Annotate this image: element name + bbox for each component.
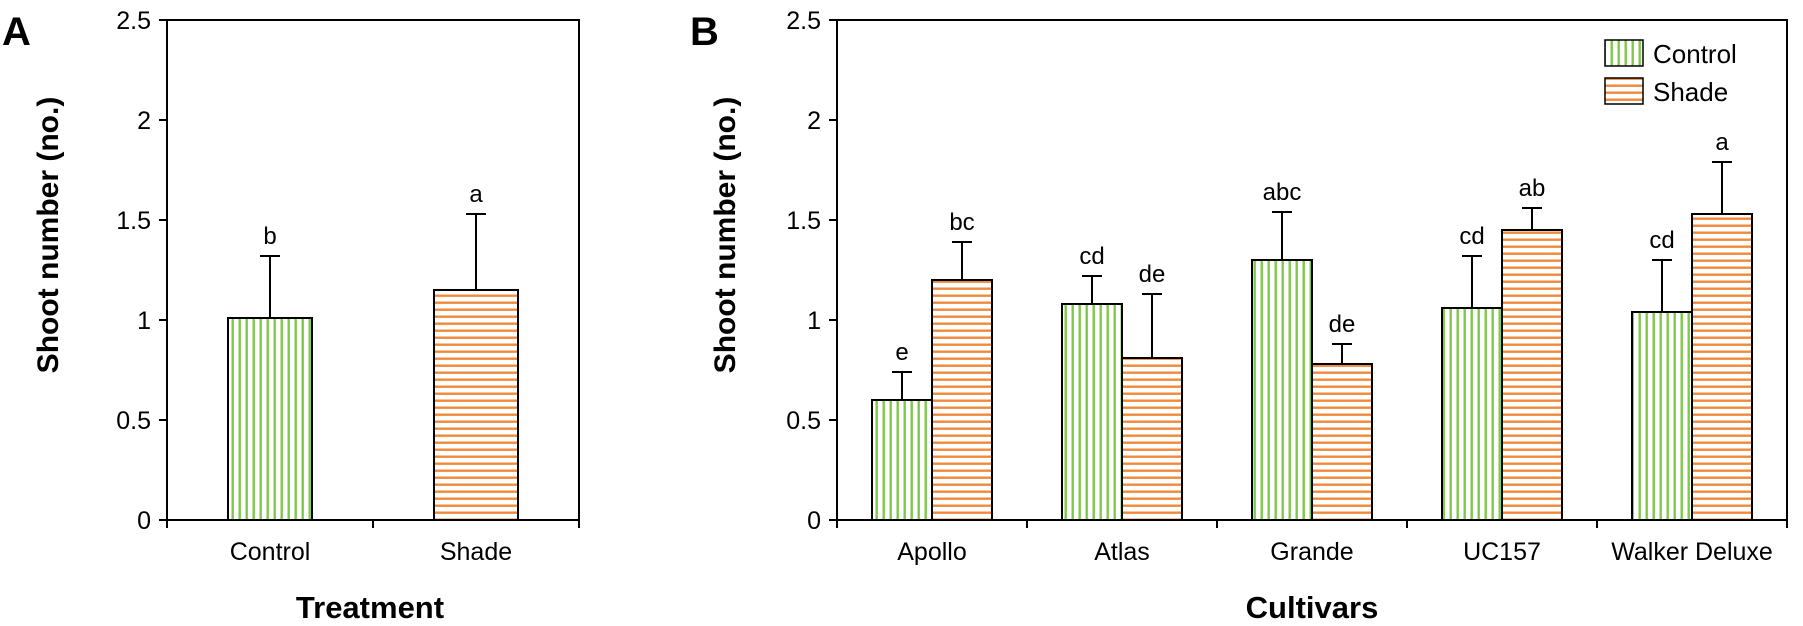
y-tick-label: 0 — [807, 507, 821, 535]
panel-b-legend: Control Shade — [1604, 39, 1737, 107]
panel-b-y-axis-label: Shoot number (no.) — [709, 97, 742, 374]
significance-letter: b — [263, 223, 276, 250]
panel-b-plot-frame — [836, 19, 1788, 521]
significance-letter: cd — [1649, 227, 1674, 254]
significance-letter: a — [1715, 129, 1729, 156]
panel-a-letter: A — [2, 10, 31, 54]
y-tick-label: 2.5 — [786, 7, 821, 35]
y-tick-label: 2 — [137, 107, 151, 135]
y-tick-label: 1.5 — [116, 207, 151, 235]
bar-shade — [1311, 363, 1373, 521]
significance-letter: de — [1329, 311, 1356, 338]
y-tick-label: 0.5 — [786, 407, 821, 435]
panel-b-bars: e cd abc cd cd bc de de ab a — [871, 129, 1753, 521]
bar-control — [871, 399, 933, 521]
legend-swatch-shade — [1604, 77, 1644, 105]
y-tick-label: 0.5 — [116, 407, 151, 435]
legend-label-control: Control — [1653, 39, 1737, 69]
x-tick-label: Atlas — [1094, 538, 1150, 566]
bar-control — [1441, 307, 1503, 521]
bar-control — [227, 317, 313, 521]
y-tick-label: 0 — [137, 507, 151, 535]
panel-a-y-tick-labels: 0 0.5 1 1.5 2 2.5 — [116, 7, 167, 535]
panel-b: B Shoot number (no.) 00.511.522.5 ecdabc… — [690, 7, 1788, 625]
panel-b-x-tick-labels: Apollo Atlas Grande UC157 Walker Deluxe — [836, 520, 1788, 566]
bar-shade — [931, 279, 993, 521]
y-tick-label: 2 — [807, 107, 821, 135]
bar-shade — [1691, 213, 1753, 521]
bar-shade — [1121, 357, 1183, 521]
significance-letter: abc — [1263, 179, 1302, 206]
y-tick-label: 1 — [807, 307, 821, 335]
panel-a-y-axis-label: Shoot number (no.) — [32, 97, 65, 374]
y-tick-label: 2.5 — [116, 7, 151, 35]
x-tick-label: UC157 — [1463, 538, 1541, 566]
panel-a-x-axis-label: Treatment — [296, 590, 444, 625]
x-tick-label: Control — [230, 538, 311, 566]
significance-letter: ab — [1519, 175, 1546, 202]
panel-b-x-axis-label: Cultivars — [1246, 590, 1379, 625]
significance-letter: cd — [1079, 243, 1104, 270]
legend-label-shade: Shade — [1653, 77, 1728, 107]
panel-b-letter: B — [690, 10, 719, 54]
significance-letter: cd — [1459, 223, 1484, 250]
bar-control — [1251, 259, 1313, 521]
bar-shade — [1501, 229, 1563, 521]
legend-swatch-control — [1604, 39, 1644, 67]
x-tick-label: Shade — [440, 538, 512, 566]
significance-letter: bc — [949, 209, 974, 236]
significance-letter: a — [469, 181, 483, 208]
y-tick-label: 1 — [137, 307, 151, 335]
bar-shade — [433, 289, 519, 521]
panel-a-x-tick-labels: Control Shade — [166, 520, 580, 566]
significance-letter: e — [895, 339, 908, 366]
panel-b-y-tick-labels: 0 0.5 1 1.5 2 2.5 — [786, 7, 837, 535]
panel-a-bars: ba — [227, 181, 519, 521]
significance-letter: de — [1139, 261, 1166, 288]
x-tick-label: Walker Deluxe — [1611, 538, 1773, 566]
panel-a: A Shoot number (no.) 00.511.522.5 ba Con… — [2, 7, 580, 625]
y-tick-label: 1.5 — [786, 207, 821, 235]
x-tick-label: Apollo — [897, 538, 967, 566]
bar-control — [1631, 311, 1693, 521]
bar-control — [1061, 303, 1123, 521]
x-tick-label: Grande — [1270, 538, 1353, 566]
